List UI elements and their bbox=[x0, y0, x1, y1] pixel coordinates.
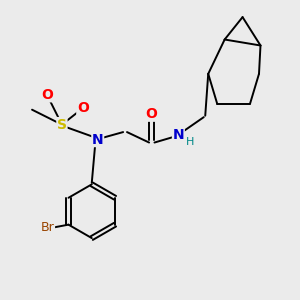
Text: N: N bbox=[172, 128, 184, 142]
Text: H: H bbox=[185, 136, 194, 147]
Text: Br: Br bbox=[41, 221, 55, 234]
Text: O: O bbox=[41, 88, 53, 102]
Text: S: S bbox=[57, 118, 67, 132]
Text: O: O bbox=[146, 107, 158, 121]
Text: O: O bbox=[77, 101, 89, 115]
Text: N: N bbox=[92, 133, 103, 146]
